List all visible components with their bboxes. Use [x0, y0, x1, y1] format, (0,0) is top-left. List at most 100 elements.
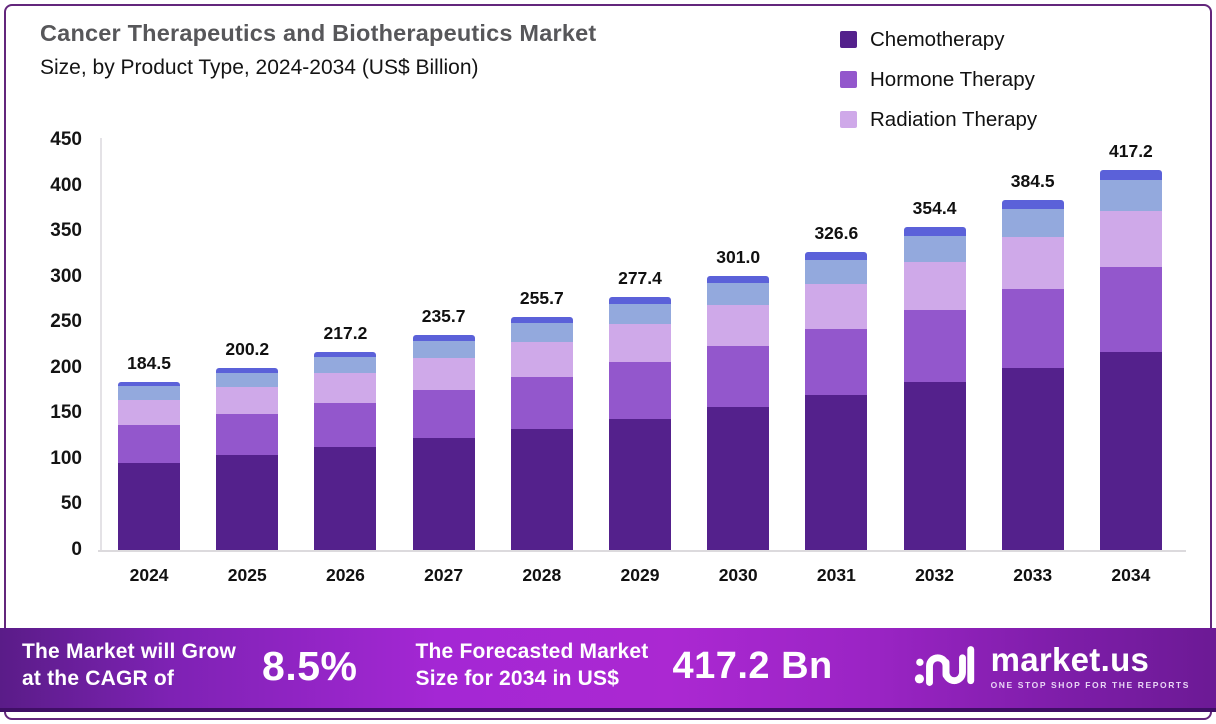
cagr-label: The Market will Grow at the CAGR of [22, 640, 237, 690]
bar-value-label: 235.7 [421, 306, 466, 327]
bar-segment-radiation-therapy [314, 373, 377, 403]
cagr-value: 8.5% [262, 642, 358, 689]
x-tick-label: 2031 [816, 565, 856, 585]
x-tick-label: 2024 [129, 565, 169, 585]
bar-segment-unlabeled-segment-light-blue [314, 357, 377, 374]
chart-title: Cancer Therapeutics and Biotherapeutics … [40, 20, 597, 46]
bar-column-2026: 217.2 2026 [296, 140, 394, 585]
bar-segment-chemotherapy [1001, 367, 1064, 550]
bar-stack [510, 317, 573, 550]
bar-segment-radiation-therapy [216, 387, 279, 415]
bar-stack [314, 352, 377, 550]
bar-stack [805, 252, 868, 550]
brand-tagline: ONE STOP SHOP FOR THE REPORTS [990, 679, 1190, 690]
x-tick-label: 2032 [915, 565, 954, 585]
bar-stack [1001, 199, 1064, 550]
bar-segment-unlabeled-segment-indigo [707, 275, 770, 284]
bottom-banner: The Market will Grow at the CAGR of 8.5%… [0, 628, 1216, 712]
bar-segment-unlabeled-segment-indigo [805, 252, 868, 261]
legend-label: Radiation Therapy [870, 107, 1038, 131]
legend-item-chemotherapy: Chemotherapy [840, 27, 1037, 52]
legend-item-hormone-therapy: Hormone Therapy [840, 67, 1037, 92]
x-tick-label: 2030 [718, 565, 758, 585]
bar-stack [707, 275, 770, 550]
y-axis-line [100, 138, 102, 550]
bar-segment-hormone-therapy [608, 361, 671, 419]
bar-stack [903, 227, 966, 550]
bar-segment-hormone-therapy [510, 376, 573, 429]
bar-segment-hormone-therapy [903, 309, 966, 383]
bar-value-label: 301.0 [716, 246, 761, 267]
plot-area: 184.5 2024 200.2 2025 217.2 2026 235.7 2027 255.… [98, 138, 1186, 585]
bar-segment-chemotherapy [707, 407, 770, 550]
bar-segment-radiation-therapy [1099, 210, 1162, 268]
forecast-label: The Forecasted Market Size for 2034 in U… [415, 640, 649, 690]
chart-legend: Chemotherapy Hormone Therapy Radiation T… [840, 27, 1037, 147]
bar-segment-chemotherapy [314, 447, 377, 550]
y-tick-label: 50 [60, 493, 82, 515]
y-tick-label: 100 [50, 447, 82, 469]
bar-value-label: 184.5 [127, 352, 171, 373]
y-tick-label: 450 [50, 129, 82, 150]
bar-column-2033: 384.5 2033 [984, 140, 1082, 585]
bar-segment-chemotherapy [608, 418, 671, 550]
y-tick-label: 200 [50, 356, 82, 378]
bar-value-label: 417.2 [1108, 140, 1153, 161]
bar-segment-unlabeled-segment-light-blue [1001, 209, 1064, 238]
bar-column-2030: 301.0 2030 [689, 140, 787, 585]
x-tick-label: 2026 [325, 565, 365, 585]
x-tick-label: 2028 [522, 565, 562, 585]
x-tick-label: 2034 [1111, 565, 1151, 585]
bar-segment-hormone-therapy [118, 424, 181, 463]
bar-segment-chemotherapy [1099, 352, 1162, 550]
bar-segment-hormone-therapy [412, 390, 475, 439]
y-tick-label: 300 [50, 265, 82, 287]
bar-column-2032: 354.4 2032 [885, 140, 983, 585]
bar-column-2027: 235.7 2027 [395, 140, 493, 585]
bar-segment-unlabeled-segment-light-blue [216, 372, 279, 388]
bar-segment-chemotherapy [118, 462, 181, 550]
bar-segment-radiation-therapy [118, 399, 181, 425]
bar-stack [608, 297, 671, 550]
bar-segment-hormone-therapy [314, 402, 377, 448]
x-axis-line [98, 550, 1186, 552]
bar-segment-unlabeled-segment-light-blue [510, 323, 573, 342]
bar-segment-unlabeled-segment-indigo [510, 317, 573, 324]
bar-segment-chemotherapy [216, 455, 279, 550]
bar-segment-hormone-therapy [805, 328, 868, 396]
bar-segment-unlabeled-segment-indigo [1001, 199, 1064, 210]
bar-column-2034: 417.2 2034 [1082, 140, 1180, 585]
y-tick-label: 250 [50, 311, 82, 333]
brand-name: market.us [990, 640, 1150, 678]
bar-segment-unlabeled-segment-light-blue [608, 304, 671, 325]
bar-segment-radiation-therapy [903, 261, 966, 310]
brand-text: market.us ONE STOP SHOP FOR THE REPORTS [991, 643, 1190, 690]
bar-column-2028: 255.7 2028 [493, 140, 591, 585]
bar-segment-chemotherapy [805, 395, 868, 550]
bar-segment-unlabeled-segment-light-blue [903, 235, 966, 262]
bar-segment-radiation-therapy [412, 358, 475, 391]
bar-segment-unlabeled-segment-indigo [118, 381, 181, 387]
legend-label: Hormone Therapy [870, 67, 1035, 91]
bar-segment-unlabeled-segment-light-blue [1099, 180, 1162, 211]
bar-segment-hormone-therapy [1001, 289, 1064, 368]
legend-item-radiation-therapy: Radiation Therapy [840, 107, 1037, 132]
bar-column-2031: 326.6 2031 [787, 140, 885, 585]
bar-segment-unlabeled-segment-indigo [314, 352, 377, 358]
bar-segment-hormone-therapy [707, 345, 770, 408]
forecast-value: 417.2 Bn [672, 644, 833, 687]
x-tick-label: 2027 [424, 565, 464, 585]
y-axis: 0 50 100 150 200 250 300 350 400 450 [28, 129, 82, 560]
market-us-logo-icon [914, 646, 974, 686]
bar-column-2025: 200.2 2025 [198, 140, 296, 585]
bar-stack [216, 367, 279, 550]
bar-segment-unlabeled-segment-indigo [1099, 169, 1162, 181]
bar-segment-unlabeled-segment-light-blue [118, 386, 181, 400]
y-tick-label: 350 [50, 220, 82, 242]
bar-value-label: 354.4 [912, 198, 957, 219]
y-tick-label: 0 [71, 539, 82, 560]
y-tick-label: 150 [50, 402, 82, 424]
legend-swatch-radiation-therapy [840, 111, 857, 128]
bar-value-label: 255.7 [519, 288, 564, 309]
chart-title-block: Cancer Therapeutics and Biotherapeutics … [40, 20, 596, 80]
